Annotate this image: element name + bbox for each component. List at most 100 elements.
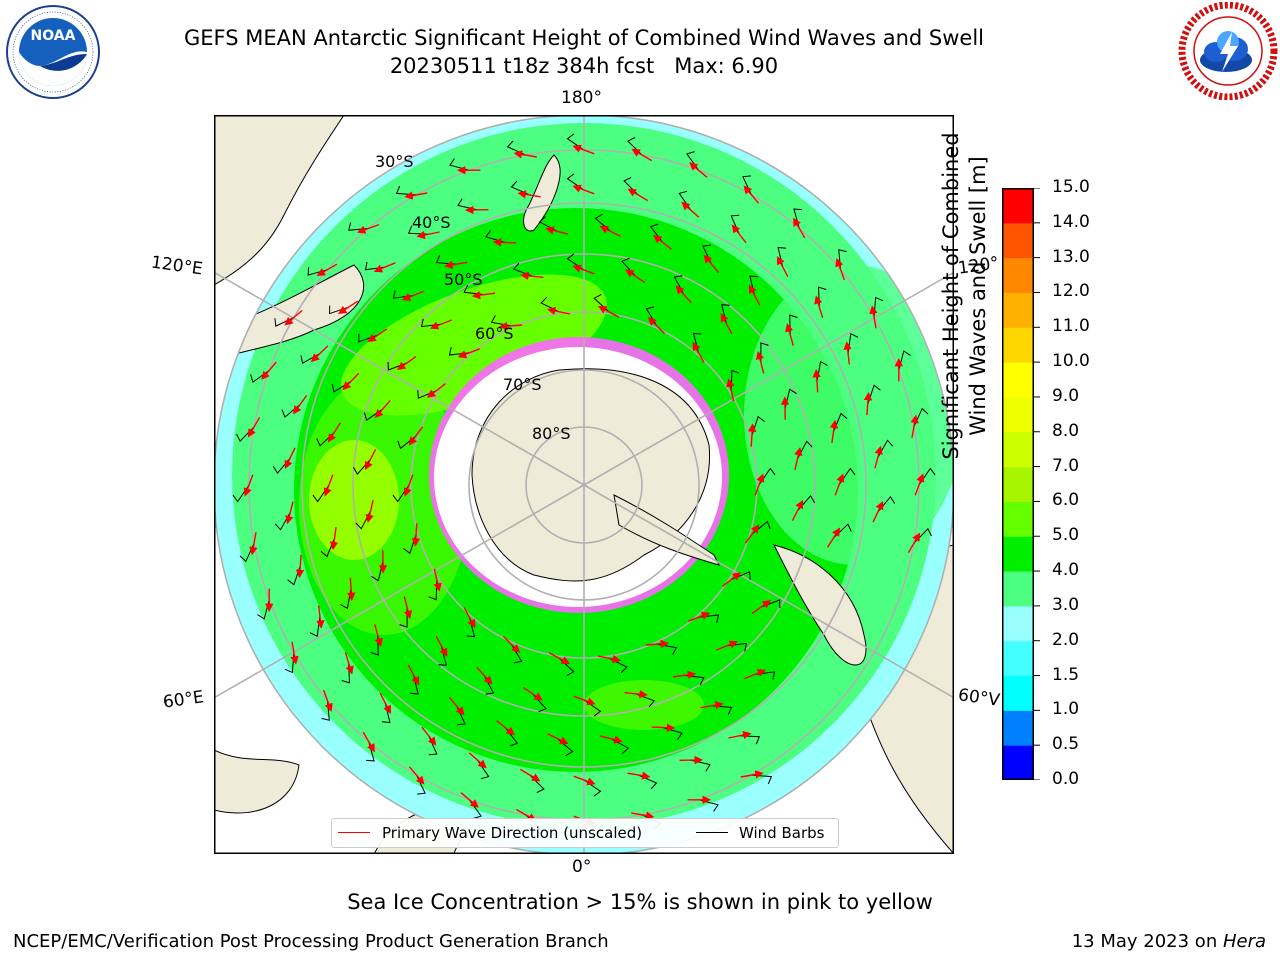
wave-direction-arrow (627, 188, 649, 202)
lat-label-60s: 60°S (475, 324, 514, 343)
wave-direction-arrow (496, 720, 516, 736)
colorbar-band (1002, 327, 1034, 363)
colorbar-label: Significant Height of Combined Wind Wave… (939, 132, 990, 460)
wave-direction-arrow (722, 572, 742, 587)
wave-direction-arrow (243, 474, 254, 497)
wave-direction-arrow (546, 306, 571, 316)
wave-direction-arrow (863, 391, 873, 416)
wave-direction-arrow (545, 226, 569, 235)
wave-direction-arrow (429, 319, 452, 330)
wave-direction-arrow (907, 532, 921, 554)
chart-title: GEFS MEAN Antarctic Significant Height o… (183, 26, 985, 50)
wave-direction-arrow (791, 499, 804, 522)
map-panel (214, 115, 954, 854)
wave-direction-arrow (401, 290, 424, 301)
wave-direction-arrow (827, 527, 841, 548)
wave-direction-arrow (362, 731, 375, 753)
wave-direction-arrow (503, 636, 521, 653)
colorbar (1002, 187, 1040, 781)
colorbar-tick-label: 0.0 (1052, 769, 1080, 789)
wave-direction-arrow (435, 635, 448, 657)
lat-label-40s: 40°S (412, 213, 451, 232)
wave-direction-arrow (411, 523, 421, 547)
wave-direction-arrow (793, 217, 806, 239)
wave-direction-arrow (625, 269, 645, 283)
wave-direction-arrow (468, 752, 487, 769)
wave-direction-arrow (652, 234, 672, 250)
wave-direction-arrow (520, 271, 544, 281)
wave-direction-arrow (672, 670, 697, 679)
wave-direction-arrow (523, 687, 543, 701)
colorbar-tick-label: 5.0 (1052, 525, 1080, 546)
wave-direction-arrow (519, 768, 541, 782)
wave-direction-arrow (396, 355, 417, 371)
wave-direction-arrow (743, 185, 760, 204)
wave-direction-arrow (476, 666, 493, 685)
wave-direction-arrow (347, 577, 356, 602)
wave-direction-arrow (573, 775, 596, 786)
wave-direction-arrow (751, 599, 772, 615)
wave-direction-arrow (748, 284, 761, 306)
svg-text:NOAA: NOAA (31, 28, 76, 44)
wave-direction-arrow (329, 527, 339, 551)
wave-direction-arrow (703, 254, 720, 274)
wave-direction-arrow (599, 225, 621, 237)
colorbar-tick-label: 14.0 (1052, 211, 1090, 232)
lon-label-180: 180° (561, 88, 602, 108)
wave-direction-arrow (835, 257, 846, 281)
wave-direction-arrow (785, 323, 794, 346)
wave-direction-arrow (471, 291, 496, 300)
colorbar-tick-label: 7.0 (1052, 455, 1080, 476)
wave-direction-arrow (740, 770, 764, 779)
colorbar-tick-label: 6.0 (1052, 490, 1080, 511)
colorbar-band (1002, 222, 1034, 259)
colorbar-band (1002, 536, 1034, 572)
wave-direction-arrow (624, 689, 648, 699)
wave-direction-arrow (597, 654, 622, 664)
wave-direction-arrow (689, 162, 708, 178)
colorbar-band (1002, 466, 1034, 502)
colorbar-band (1002, 605, 1034, 642)
wave-direction-arrow (728, 730, 752, 740)
wave-direction-arrow (627, 771, 651, 780)
lat-label-70s: 70°S (503, 375, 542, 394)
nws-logo-icon (1176, 1, 1280, 101)
wave-direction-arrow (776, 255, 789, 278)
wave-direction-arrows (232, 133, 936, 837)
colorbar-tick-label: 3.0 (1052, 594, 1080, 615)
wave-direction-arrow (744, 669, 767, 680)
lat-label-50s: 50°S (444, 270, 483, 289)
wave-direction-arrow (675, 285, 692, 304)
wave-direction-arrow (688, 611, 711, 622)
wave-direction-arrow (513, 150, 537, 159)
wave-direction-arrow (408, 426, 424, 446)
noaa-logo-icon: NOAA (0, 4, 106, 100)
wave-direction-arrow (323, 474, 334, 497)
lon-label-0: 0° (572, 857, 592, 877)
wave-direction-arrow (444, 260, 468, 270)
wave-direction-arrow (316, 263, 338, 276)
wave-direction-arrow (869, 305, 878, 329)
wave-direction-arrow (874, 445, 883, 469)
wave-direction-arrow (344, 652, 354, 675)
colorbar-tick-label: 9.0 (1052, 385, 1080, 406)
legend-primary-wave: Primary Wave Direction (unscaled) (382, 824, 643, 842)
wave-direction-arrow (404, 191, 428, 200)
colorbar-tick-label: 15.0 (1052, 177, 1090, 197)
wave-direction-arrow (292, 394, 308, 415)
wave-direction-arrow (247, 416, 261, 438)
wave-direction-arrow (403, 596, 413, 620)
wave-direction-arrow (284, 447, 296, 469)
wave-direction-arrow (374, 624, 383, 647)
wave-direction-arrow (367, 328, 388, 343)
colorbar-band (1002, 362, 1034, 398)
wave-direction-arrow (407, 664, 420, 686)
lon-label-60w: 60°V (956, 685, 1001, 711)
footer-date: 13 May 2023 on Hera (1071, 931, 1266, 952)
colorbar-band (1002, 396, 1034, 433)
colorbar-tick-label: 11.0 (1052, 316, 1090, 337)
wave-direction-arrow (812, 368, 821, 393)
colorbar-band (1002, 292, 1034, 328)
colorbar-band (1002, 675, 1034, 711)
wave-direction-arrow (421, 726, 437, 746)
